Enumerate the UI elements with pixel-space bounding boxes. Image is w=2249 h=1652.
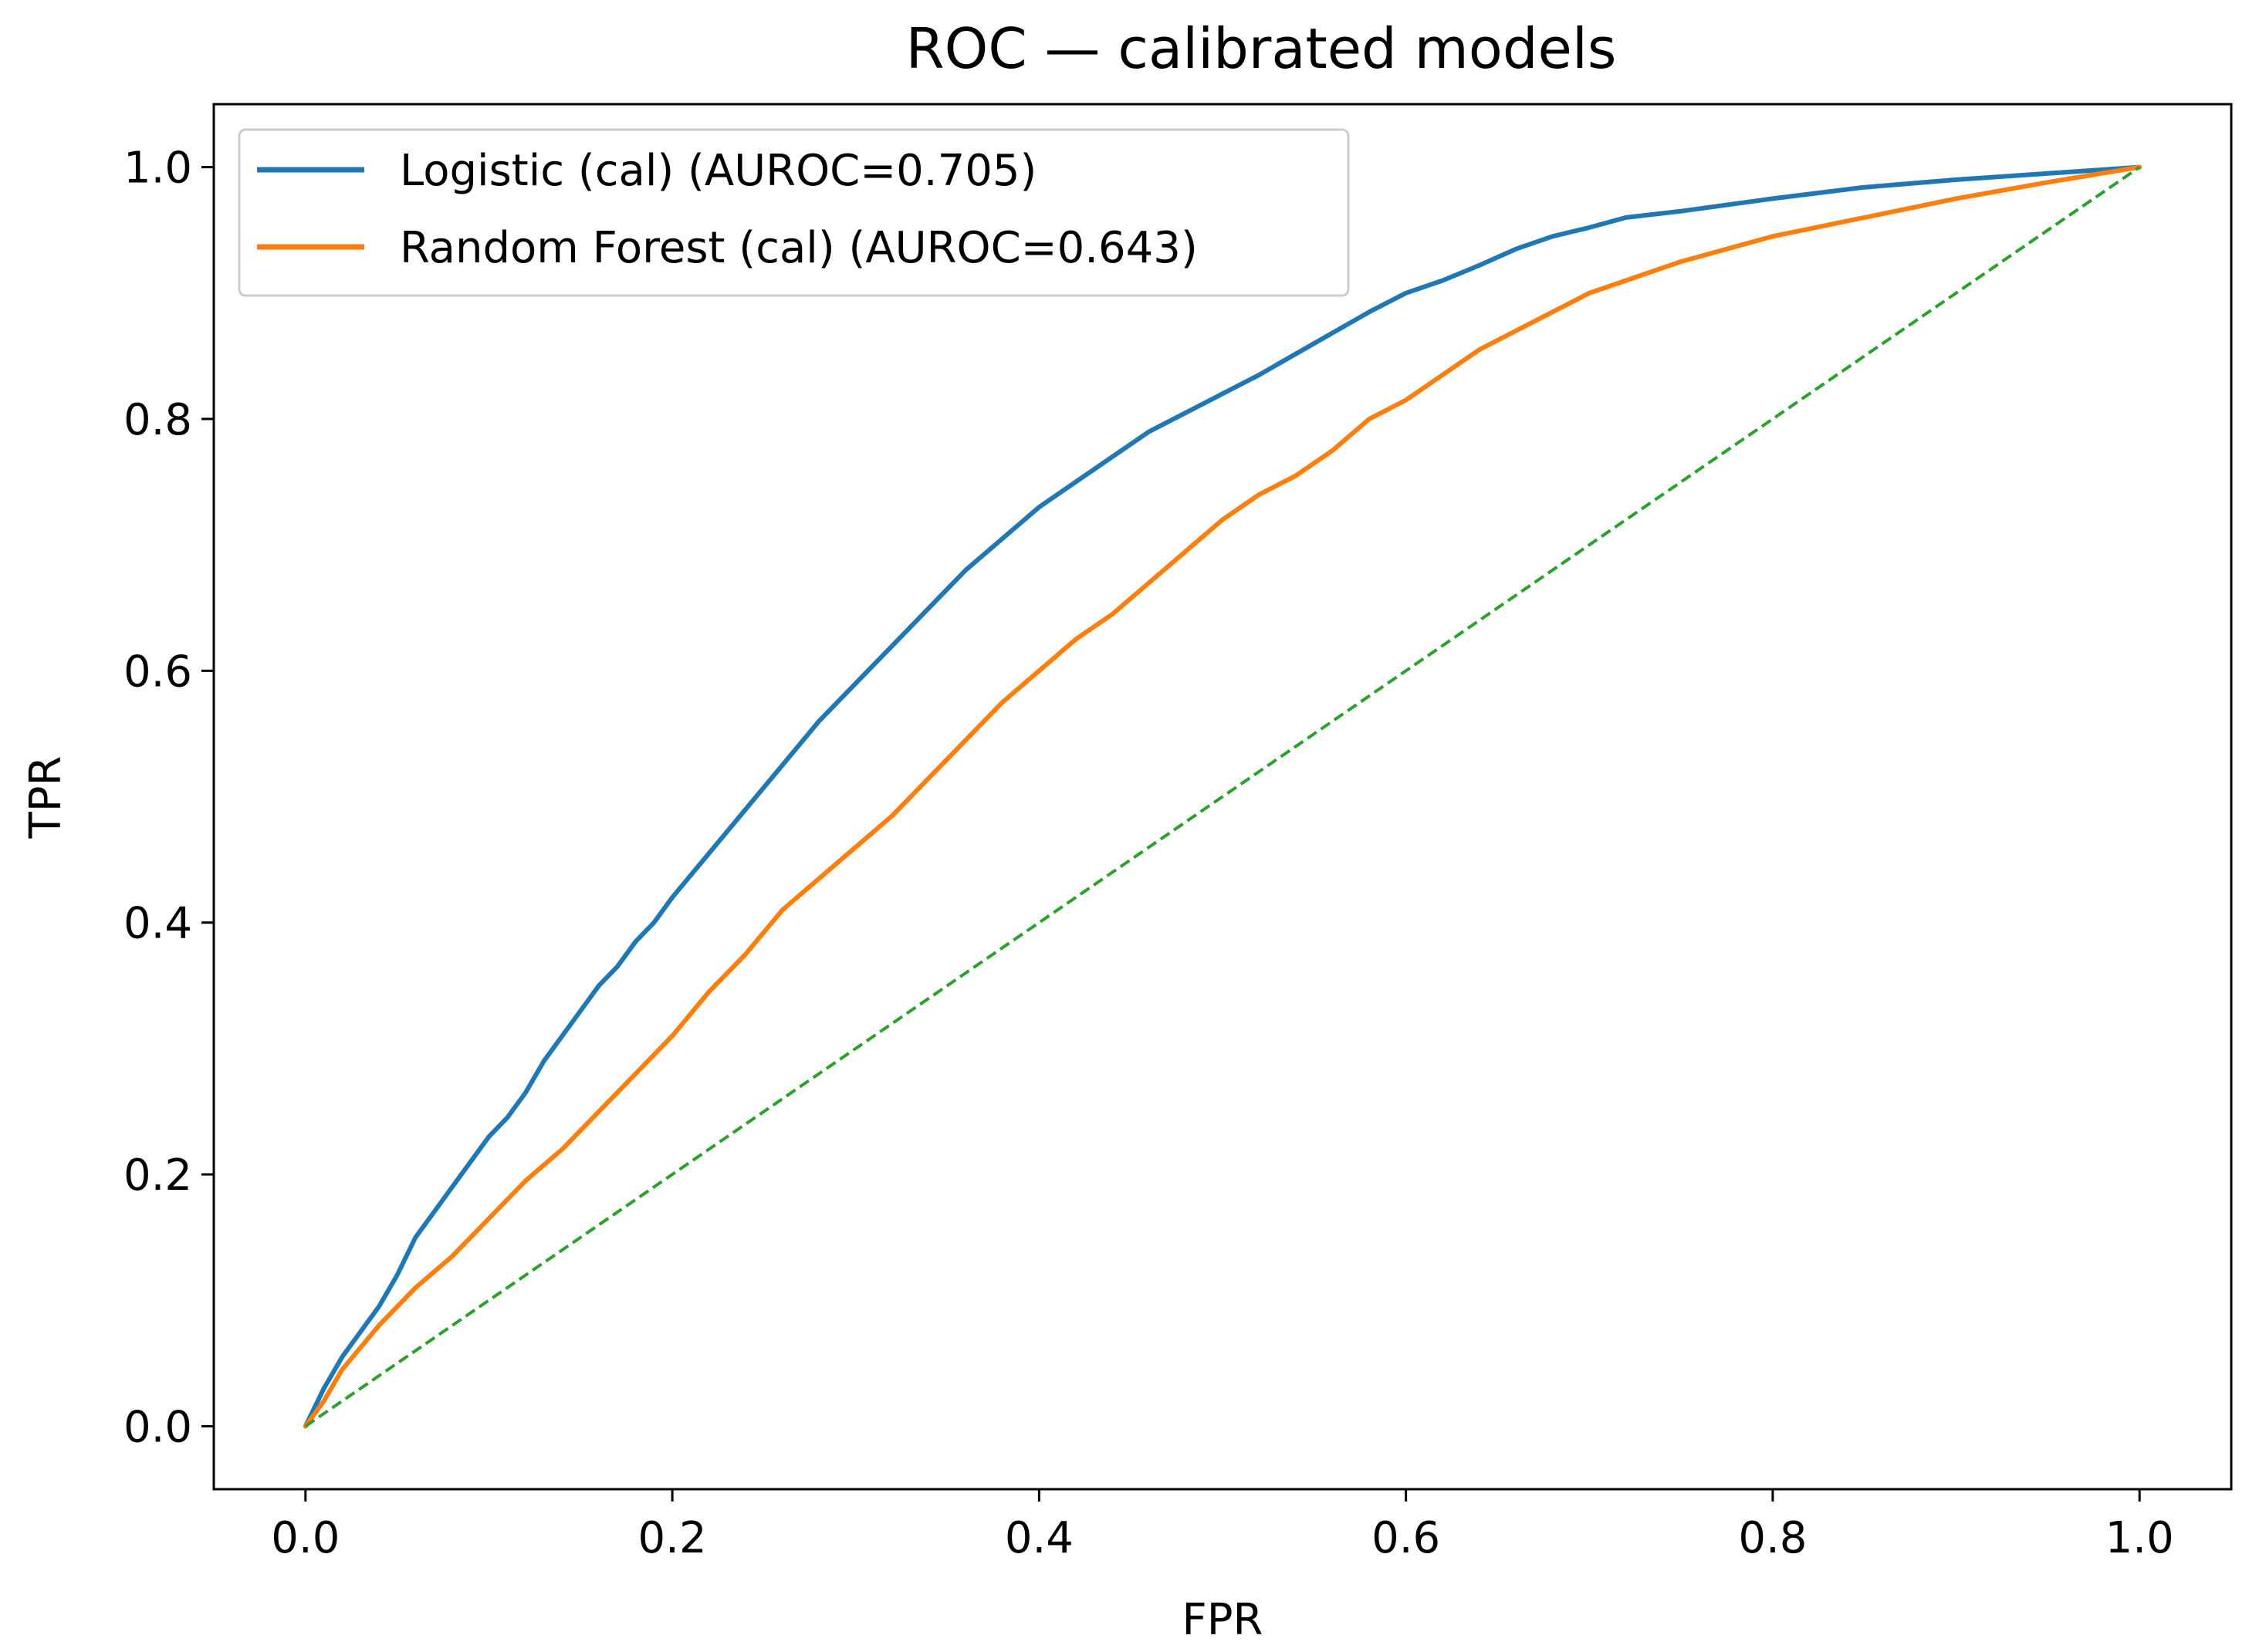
y-axis-label: TPR: [21, 756, 71, 840]
plot-frame: [212, 103, 2233, 1491]
series-line-logistic-cal-auroc-0-705: [303, 164, 2142, 1429]
series-line-random-forest-cal-auroc-0-643: [303, 164, 2142, 1429]
y-tick-label: 0.4: [123, 899, 192, 949]
y-tick-label: 0.8: [123, 395, 192, 445]
legend-box: [238, 128, 1350, 297]
y-tick-label: 1.0: [123, 144, 192, 194]
chart-title: ROC — calibrated models: [906, 16, 1617, 81]
series-line-chance: [304, 165, 2141, 1428]
x-tick-label: 0.4: [1005, 1513, 1074, 1563]
x-tick-label: 0.2: [638, 1513, 707, 1563]
x-axis-label: FPR: [1182, 1595, 1263, 1645]
plot-area: [303, 164, 2142, 1429]
y-tick-label: 0.2: [123, 1150, 192, 1201]
x-tick-label: 0.6: [1371, 1513, 1440, 1563]
x-tick-label: 0.8: [1738, 1513, 1807, 1563]
y-tick-label: 0.0: [123, 1402, 192, 1452]
x-tick-label: 1.0: [2105, 1513, 2174, 1563]
legend: Logistic (cal) (AUROC=0.705) Random Fore…: [238, 128, 1350, 297]
y-tick-label: 0.6: [123, 647, 192, 697]
legend-label-random-forest: Random Forest (cal) (AUROC=0.643): [400, 223, 1198, 273]
x-tick-label: 0.0: [271, 1513, 340, 1563]
legend-label-logistic: Logistic (cal) (AUROC=0.705): [400, 146, 1037, 196]
x-axis: 0.0 0.2 0.4 0.6 0.8 1.0: [271, 1489, 2174, 1563]
y-axis: 0.0 0.2 0.4 0.6 0.8 1.0: [123, 144, 214, 1452]
